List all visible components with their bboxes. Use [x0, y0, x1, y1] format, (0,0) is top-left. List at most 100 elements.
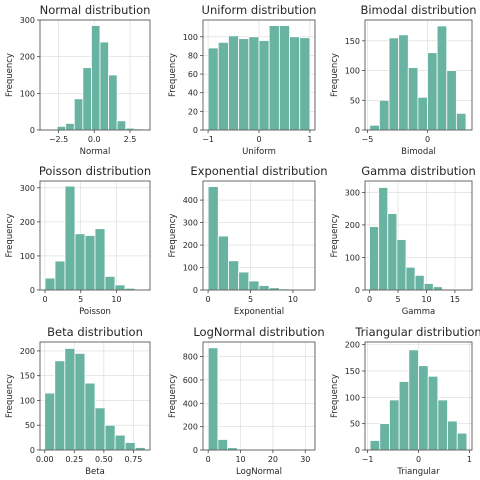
histogram-bar [427, 375, 439, 451]
histogram-bar [407, 67, 419, 131]
y-tick-label: 200 [20, 218, 35, 227]
chart-title: Exponential distribution [190, 164, 327, 178]
y-tick-label: 300 [345, 188, 360, 197]
histogram-bar [104, 424, 116, 451]
x-tick-label: −1 [362, 455, 374, 464]
y-tick-label: 0 [30, 286, 35, 295]
y-tick-label: 100 [183, 264, 198, 273]
y-tick-label: 150 [345, 37, 360, 46]
y-axis-label: Frequency [330, 214, 340, 258]
y-tick-label: 0 [193, 286, 198, 295]
y-tick-label: 0 [30, 446, 35, 455]
chart-title: Triangular distribution [354, 325, 480, 339]
histogram-bar [378, 187, 389, 291]
x-tick-label: −5 [362, 135, 374, 144]
y-tick-label: 0 [193, 126, 198, 135]
histogram-bar [436, 25, 448, 131]
histogram-bar [207, 347, 219, 451]
histogram-bar [217, 235, 229, 291]
y-axis-label: Frequency [168, 374, 178, 418]
histogram-bar [447, 420, 458, 451]
histogram-bar [396, 239, 407, 291]
histogram-bar [124, 442, 136, 451]
y-tick-label: 300 [183, 219, 198, 228]
y-tick-label: 150 [345, 367, 360, 376]
chart-panel: −2.5 0.0 2.5 0 100 200 300 Normal distribution N… [5, 3, 150, 157]
chart-title: Uniform distribution [202, 3, 317, 17]
histogram-bar [456, 432, 468, 451]
histogram-bar [258, 285, 270, 291]
histogram-bar [398, 381, 410, 451]
histogram-bar [388, 37, 400, 131]
plot-frame [39, 19, 151, 131]
x-tick-label: 30 [300, 455, 310, 464]
x-tick-label: 0 [42, 295, 47, 304]
histogram-bar [418, 365, 429, 451]
y-tick-label: 100 [345, 393, 360, 402]
x-tick-label: 15 [450, 295, 460, 304]
histogram-bar [94, 407, 106, 451]
y-tick-label: 20 [188, 107, 198, 116]
y-tick-label: 400 [183, 399, 198, 408]
y-tick-label: 80 [188, 51, 198, 60]
chart-panel: 0 5 10 15 0 100 200 300 Gamma distribution Gamma F… [330, 164, 476, 317]
histogram-bar [238, 38, 250, 131]
histogram-bar [423, 283, 434, 291]
histogram-bar [369, 440, 381, 451]
x-tick-label: 1 [307, 135, 312, 144]
histogram-bar [207, 47, 219, 131]
x-tick-label: 5 [78, 295, 83, 304]
x-tick-label: 0 [206, 295, 211, 304]
y-tick-label: 0 [355, 126, 360, 135]
y-tick-label: 800 [183, 353, 198, 362]
y-tick-label: 60 [188, 70, 198, 79]
y-tick-label: 0 [30, 126, 35, 135]
x-axis-label: Gamma [402, 307, 436, 317]
histogram-bar [44, 277, 56, 291]
histogram-bar [248, 36, 260, 131]
y-tick-label: 200 [345, 341, 360, 350]
histogram-bar [217, 439, 229, 451]
x-axis-label: Uniform [242, 147, 276, 157]
y-axis-label: Frequency [5, 374, 15, 418]
x-tick-label: 5 [395, 295, 400, 304]
histogram-bar [54, 260, 66, 291]
x-tick-label: −2.5 [49, 135, 68, 144]
x-axis-label: Exponential [234, 307, 284, 317]
histogram-bar [228, 35, 240, 131]
histogram-bar [74, 233, 86, 291]
x-tick-label: 0 [206, 455, 211, 464]
x-tick-label: 5 [248, 295, 253, 304]
y-tick-label: 200 [20, 53, 35, 62]
y-tick-label: 150 [20, 372, 35, 381]
histogram-bar [405, 266, 416, 291]
chart-title: Gamma distribution [361, 164, 476, 178]
y-tick-label: 100 [20, 396, 35, 405]
y-axis-label: Frequency [5, 53, 15, 97]
chart-title: Beta distribution [47, 325, 143, 339]
x-tick-label: 0 [256, 135, 261, 144]
histogram-bar [108, 74, 118, 131]
y-axis-label: Frequency [330, 374, 340, 418]
histogram-bar [398, 34, 409, 131]
y-tick-label: 300 [20, 16, 35, 25]
histogram-bar [278, 25, 290, 131]
histogram-bar [73, 98, 84, 131]
histogram-bar [84, 382, 96, 451]
histogram-bar [99, 41, 109, 131]
y-axis-label: Frequency [168, 53, 178, 97]
y-tick-label: 400 [183, 196, 198, 205]
histogram-bar [114, 434, 126, 451]
x-tick-label: 20 [268, 455, 278, 464]
x-tick-label: 10 [421, 295, 431, 304]
x-tick-label: 10 [111, 295, 121, 304]
x-tick-label: 1 [467, 455, 472, 464]
y-axis-label: Frequency [330, 53, 340, 97]
histogram-bar [379, 423, 390, 451]
x-axis-label: Bimodal [401, 147, 436, 157]
x-axis-label: Triangular [396, 467, 440, 477]
